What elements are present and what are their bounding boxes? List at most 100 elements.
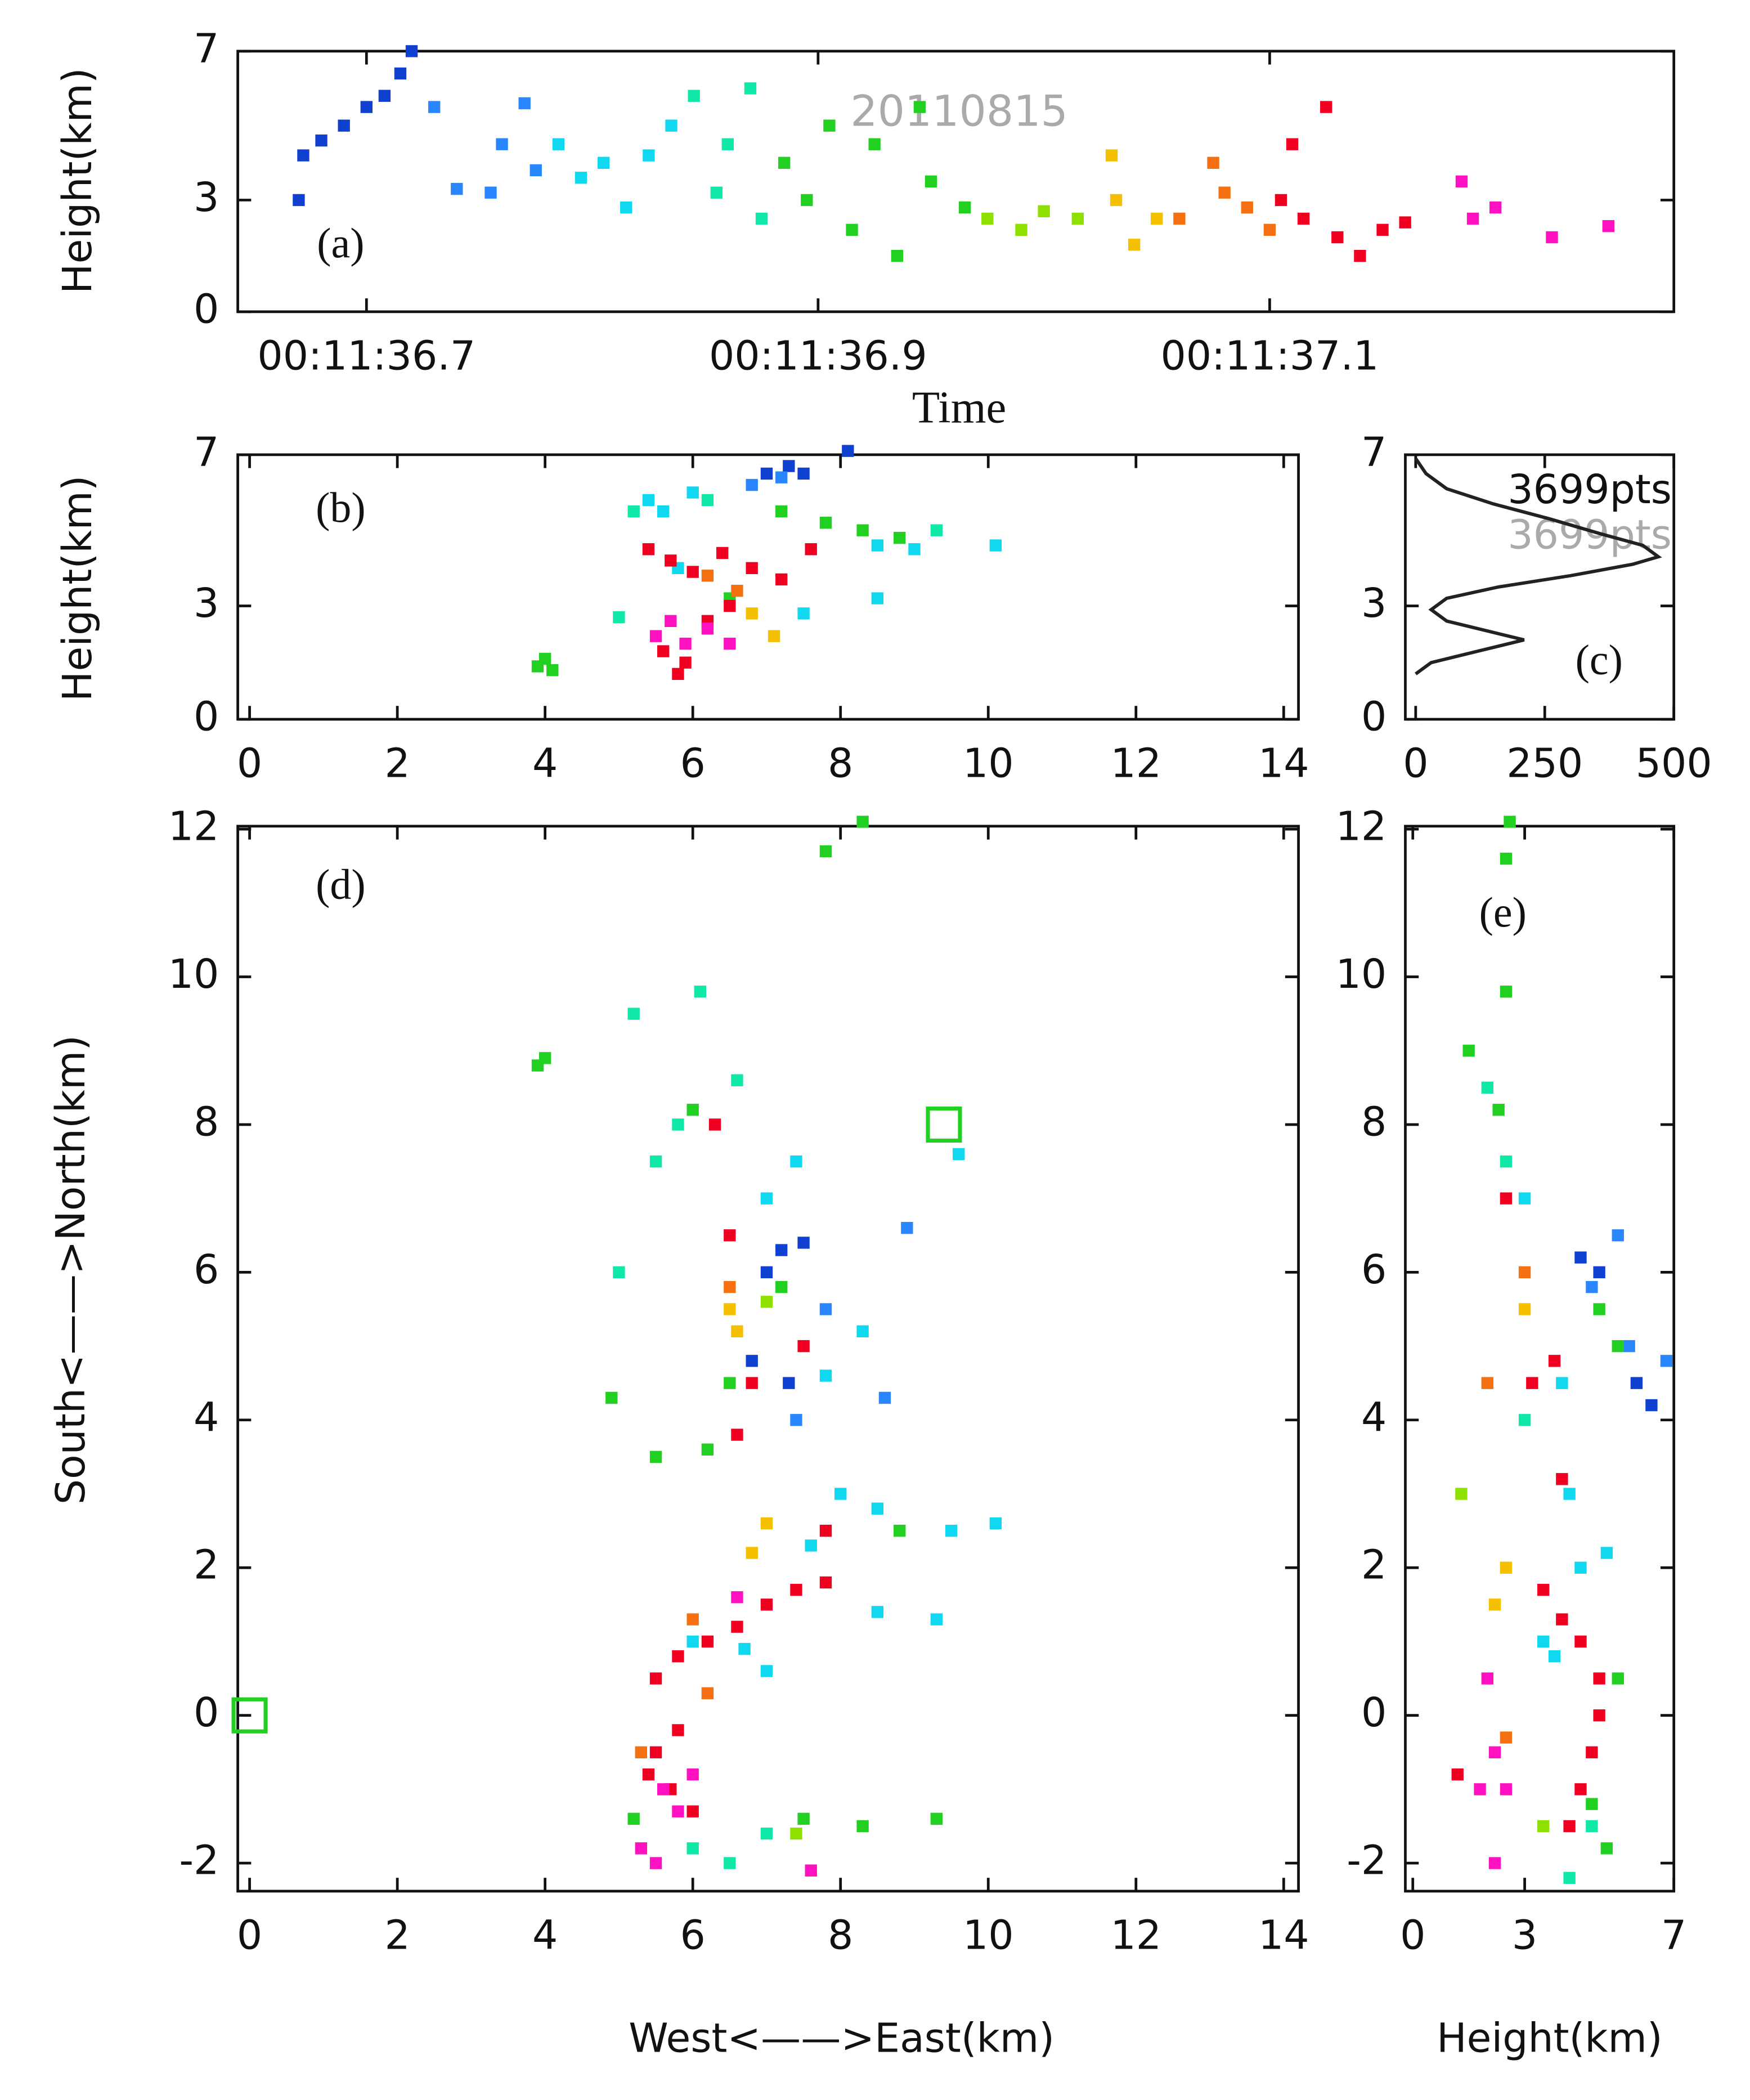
x-tick-label: 0 — [237, 740, 262, 787]
x-tick-label: 00:11:36.9 — [709, 332, 927, 379]
point — [686, 566, 699, 578]
point — [1518, 1414, 1531, 1426]
panel-label: (b) — [316, 484, 366, 531]
y-tick-label: 3 — [194, 580, 219, 626]
y-tick-label: 0 — [194, 285, 219, 332]
point — [627, 1008, 640, 1020]
x-axis-label: West<——>East(km) — [629, 2014, 1055, 2061]
point — [856, 524, 869, 536]
point — [672, 1118, 684, 1131]
y-tick-label: 3 — [194, 174, 219, 221]
point — [1481, 1672, 1493, 1685]
point — [731, 1591, 743, 1604]
point — [694, 986, 706, 998]
point — [1488, 1857, 1501, 1869]
point — [842, 445, 854, 457]
y-tick-label: 3 — [1361, 580, 1386, 626]
point — [1399, 216, 1411, 229]
point — [679, 637, 692, 650]
point — [846, 223, 858, 236]
point — [1489, 201, 1502, 214]
point — [1612, 1340, 1624, 1353]
point — [871, 592, 884, 605]
point — [1518, 1303, 1531, 1315]
point — [805, 1864, 817, 1877]
point — [930, 524, 943, 536]
point — [744, 82, 757, 95]
point — [605, 1391, 618, 1404]
point — [856, 1820, 869, 1833]
point — [716, 547, 729, 559]
x-tick-label: 00:11:36.7 — [257, 332, 475, 379]
point — [856, 1325, 869, 1338]
point — [1556, 1473, 1568, 1485]
point — [1548, 1650, 1561, 1663]
x-tick-label: 6 — [680, 740, 706, 787]
x-tick-label: 500 — [1636, 740, 1712, 787]
y-axis-label: South<——>North(km) — [47, 1035, 94, 1505]
point — [989, 1517, 1002, 1530]
point — [1500, 1192, 1513, 1205]
point — [1207, 156, 1219, 169]
point — [1500, 1783, 1513, 1795]
point — [1263, 223, 1276, 236]
point — [731, 1620, 743, 1633]
point — [724, 1377, 736, 1389]
point — [1537, 1820, 1550, 1833]
point — [546, 664, 559, 677]
point — [1286, 138, 1299, 150]
x-tick-label: 7 — [1661, 1912, 1686, 1959]
point — [672, 1724, 684, 1736]
point — [665, 615, 677, 628]
x-tick-label: 250 — [1506, 740, 1583, 787]
point — [724, 599, 736, 612]
point — [1593, 1672, 1605, 1685]
point — [819, 1303, 832, 1315]
x-tick-label: 2 — [384, 1912, 410, 1959]
point — [868, 138, 881, 150]
point — [405, 45, 418, 57]
point — [1623, 1340, 1635, 1353]
panel-label: (c) — [1576, 637, 1623, 684]
y-tick-label: 2 — [194, 1542, 219, 1588]
point — [1660, 1355, 1673, 1367]
point — [378, 89, 391, 102]
point — [760, 1266, 773, 1279]
point — [710, 186, 723, 199]
point — [783, 460, 795, 472]
point — [1563, 1871, 1576, 1884]
point — [731, 1429, 743, 1441]
point — [701, 623, 714, 635]
point — [394, 67, 407, 80]
y-tick-label: 12 — [1336, 803, 1387, 850]
point — [315, 134, 327, 147]
point — [1481, 1081, 1493, 1094]
point — [657, 505, 670, 518]
y-tick-label: 4 — [1361, 1394, 1386, 1440]
x-tick-label: 12 — [1110, 1912, 1161, 1959]
y-tick-label: 8 — [1361, 1098, 1386, 1145]
point — [649, 1746, 662, 1758]
point — [1612, 1672, 1624, 1685]
x-tick-label: 0 — [1403, 740, 1428, 787]
point — [925, 175, 937, 188]
x-tick-label: 2 — [384, 740, 410, 787]
point — [1574, 1783, 1587, 1795]
point — [620, 201, 632, 214]
y-tick-label: 6 — [194, 1246, 219, 1293]
point — [1546, 231, 1558, 244]
x-tick-label: 3 — [1512, 1912, 1537, 1959]
station — [231, 1697, 268, 1734]
point — [293, 194, 305, 207]
point — [913, 101, 926, 113]
y-axis-label: Height(km) — [54, 68, 101, 294]
plot-frame — [236, 453, 1300, 721]
point — [1376, 223, 1389, 236]
point — [805, 543, 817, 556]
point — [552, 138, 565, 150]
point — [790, 1155, 802, 1168]
point — [1500, 1155, 1513, 1168]
point — [1297, 212, 1310, 225]
x-tick-label: 10 — [963, 1912, 1014, 1959]
point — [649, 1155, 662, 1168]
